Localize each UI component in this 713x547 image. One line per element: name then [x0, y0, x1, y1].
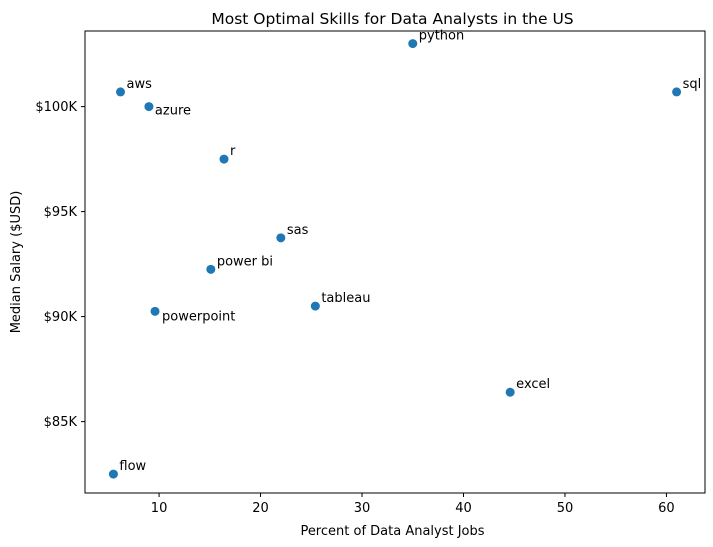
- data-point-power-bi: [206, 264, 216, 274]
- data-point-sas: [276, 233, 286, 243]
- point-label-r: r: [230, 144, 236, 159]
- chart-title: Most Optimal Skills for Data Analysts in…: [211, 10, 573, 28]
- x-tick-label: 10: [151, 501, 168, 516]
- x-tick-label: 30: [354, 501, 371, 516]
- x-tick-label: 60: [658, 501, 675, 516]
- point-label-excel: excel: [516, 377, 550, 392]
- x-tick-label: 50: [557, 501, 574, 516]
- point-label-python: python: [419, 29, 464, 44]
- x-tick-label: 40: [455, 501, 472, 516]
- x-tick-label: 20: [252, 501, 269, 516]
- data-point-python: [408, 39, 418, 49]
- data-point-flow: [108, 469, 118, 479]
- point-label-powerpoint: powerpoint: [162, 309, 235, 324]
- y-axis-label: Median Salary ($USD): [9, 191, 24, 334]
- data-point-tableau: [310, 301, 320, 311]
- point-label-power-bi: power bi: [217, 254, 273, 269]
- point-label-flow: flow: [119, 459, 146, 474]
- data-point-azure: [144, 102, 154, 112]
- y-tick-label: $85K: [44, 415, 78, 430]
- points-layer: [108, 39, 682, 479]
- point-label-azure: azure: [155, 104, 191, 119]
- point-label-aws: aws: [127, 77, 153, 92]
- y-tick-label: $95K: [44, 205, 78, 220]
- point-label-sql: sql: [683, 77, 702, 92]
- point-label-sas: sas: [287, 223, 309, 238]
- data-point-excel: [505, 387, 515, 397]
- data-point-r: [219, 154, 229, 164]
- y-tick-label: $90K: [44, 310, 78, 325]
- y-tick-label: $100K: [35, 100, 77, 115]
- data-point-sql: [672, 87, 682, 97]
- x-axis-label: Percent of Data Analyst Jobs: [300, 524, 484, 539]
- plot-frame: [84, 30, 706, 494]
- data-point-aws: [116, 87, 126, 97]
- x-axis-ticks: 10 20 30 40 50 60: [151, 493, 675, 516]
- data-point-powerpoint: [150, 306, 160, 316]
- y-axis-ticks: $85K $90K $95K $100K: [35, 100, 85, 430]
- point-label-tableau: tableau: [321, 291, 370, 306]
